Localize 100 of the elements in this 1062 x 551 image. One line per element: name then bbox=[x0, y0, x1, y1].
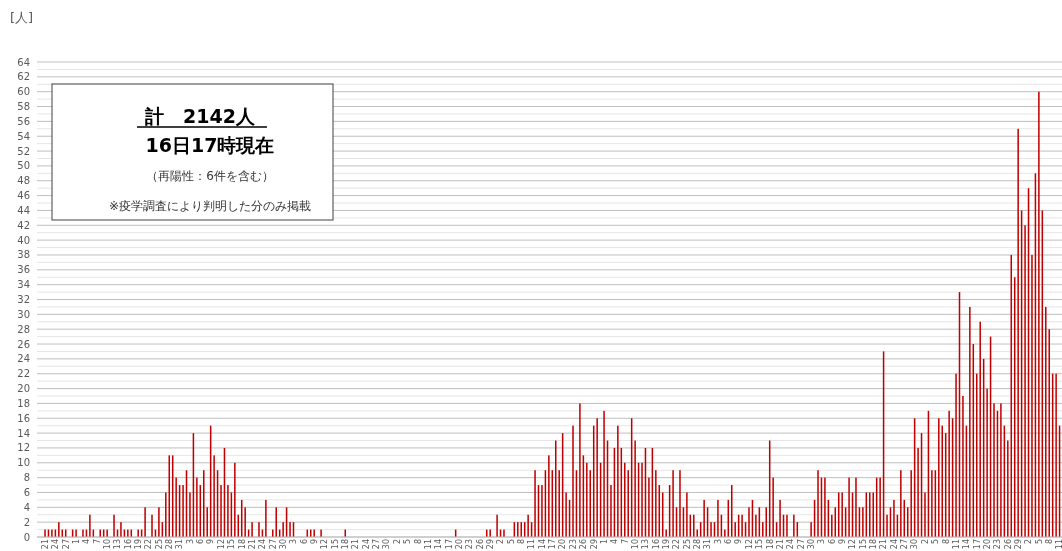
x-tick-label: 3 bbox=[185, 539, 195, 545]
y-tick-label: 4 bbox=[23, 501, 30, 513]
x-tick-label: 29 bbox=[589, 539, 599, 550]
y-tick-label: 28 bbox=[17, 323, 30, 335]
y-tick-label: 22 bbox=[17, 368, 30, 380]
x-tick-label: 12 bbox=[848, 539, 858, 550]
x-tick-label: 27 bbox=[268, 539, 278, 550]
x-tick-label: 8 bbox=[413, 539, 423, 545]
x-tick-label: 10 bbox=[630, 539, 640, 550]
x-tick-label: 2 bbox=[392, 539, 402, 545]
x-tick-label: 9 bbox=[734, 539, 744, 545]
x-tick-label: 21 bbox=[879, 539, 889, 550]
x-tick-label: 11 bbox=[527, 539, 537, 550]
x-tick-label: 17 bbox=[444, 539, 454, 550]
x-tick-label: 30 bbox=[806, 539, 816, 550]
y-tick-label: 24 bbox=[17, 353, 30, 365]
y-tick-label: 44 bbox=[17, 204, 30, 216]
x-tick-label: 22 bbox=[672, 539, 682, 550]
x-tick-label: 21 bbox=[247, 539, 257, 550]
x-tick-label: 2 bbox=[920, 539, 930, 545]
x-tick-label: 22 bbox=[144, 539, 154, 550]
x-tick-label: 27 bbox=[61, 539, 71, 550]
x-tick-label: 20 bbox=[558, 539, 568, 550]
annotation: ※疫学調査により判明した分のみ掲載 bbox=[108, 199, 312, 213]
x-tick-label: 20 bbox=[454, 539, 464, 550]
y-tick-label: 38 bbox=[17, 249, 30, 261]
x-tick-label: 21 bbox=[40, 539, 50, 550]
y-tick-label: 58 bbox=[17, 101, 30, 113]
x-tick-label: 5 bbox=[403, 539, 413, 545]
x-tick-label: 7 bbox=[620, 539, 630, 545]
x-tick-label: 5 bbox=[931, 539, 941, 545]
x-tick-label: 12 bbox=[320, 539, 330, 550]
x-tick-label: 17 bbox=[972, 539, 982, 550]
x-tick-label: 24 bbox=[361, 539, 371, 550]
x-tick-label: 4 bbox=[610, 539, 620, 545]
y-tick-label: 32 bbox=[17, 294, 30, 305]
x-tick-label: 14 bbox=[537, 539, 547, 550]
x-tick-label: 4 bbox=[82, 539, 92, 545]
x-tick-label: 20 bbox=[982, 539, 992, 550]
x-tick-label: 11 bbox=[951, 539, 961, 550]
x-tick-label: 28 bbox=[693, 539, 703, 550]
x-tick-label: 14 bbox=[962, 539, 972, 550]
x-tick-label: 15 bbox=[858, 539, 868, 550]
x-tick-label: 24 bbox=[889, 539, 899, 550]
x-tick-label: 3 bbox=[713, 539, 723, 545]
x-tick-label: 24 bbox=[51, 539, 61, 550]
x-tick-label: 24 bbox=[786, 539, 796, 550]
x-tick-label: 17 bbox=[548, 539, 558, 550]
x-tick-label: 8 bbox=[517, 539, 527, 545]
x-tick-label: 2 bbox=[496, 539, 506, 545]
x-tick-label: 11 bbox=[1055, 539, 1062, 550]
y-tick-label: 2 bbox=[23, 516, 30, 528]
x-tick-label: 16 bbox=[651, 539, 661, 550]
x-tick-label: 15 bbox=[227, 539, 237, 550]
x-tick-label: 9 bbox=[206, 539, 216, 545]
y-tick-label: 52 bbox=[17, 145, 30, 157]
y-tick-label: 48 bbox=[17, 175, 30, 187]
x-tick-label: 12 bbox=[216, 539, 226, 550]
x-tick-label: 23 bbox=[993, 539, 1003, 550]
x-tick-label: 2 bbox=[1024, 539, 1034, 545]
y-tick-label: 20 bbox=[17, 383, 30, 395]
x-tick-label: 3 bbox=[817, 539, 827, 545]
y-tick-label: 10 bbox=[17, 457, 30, 469]
y-tick-label: 62 bbox=[17, 71, 30, 83]
x-tick-label: 8 bbox=[1045, 539, 1055, 545]
x-tick-label: 30 bbox=[278, 539, 288, 550]
x-tick-label: 26 bbox=[475, 539, 485, 550]
x-tick-label: 5 bbox=[1034, 539, 1044, 545]
y-tick-label: 12 bbox=[17, 442, 30, 454]
x-tick-label: 29 bbox=[1013, 539, 1023, 550]
x-tick-label: 23 bbox=[465, 539, 475, 550]
x-tick-label: 8 bbox=[941, 539, 951, 545]
y-tick-label: 40 bbox=[17, 234, 30, 246]
x-tick-label: 29 bbox=[485, 539, 495, 550]
x-tick-label: 30 bbox=[382, 539, 392, 550]
x-tick-label: 18 bbox=[237, 539, 247, 550]
y-tick-label: 42 bbox=[17, 219, 30, 231]
x-tick-label: 19 bbox=[134, 539, 143, 550]
x-tick-label: 6 bbox=[724, 539, 734, 545]
x-tick-label: 30 bbox=[910, 539, 920, 550]
x-tick-label: 26 bbox=[579, 539, 589, 550]
x-tick-label: 25 bbox=[682, 539, 692, 550]
y-tick-label: 54 bbox=[17, 130, 30, 142]
y-tick-label: 30 bbox=[17, 308, 30, 320]
x-tick-label: 31 bbox=[703, 539, 713, 550]
x-tick-label: 6 bbox=[299, 539, 309, 545]
x-tick-label: 13 bbox=[641, 539, 651, 550]
x-tick-label: 6 bbox=[827, 539, 837, 545]
y-tick-label: 14 bbox=[17, 427, 30, 439]
x-tick-label: 9 bbox=[837, 539, 847, 545]
x-tick-label: 27 bbox=[372, 539, 382, 550]
x-tick-label: 12 bbox=[744, 539, 754, 550]
annotation: 計 2142人 bbox=[144, 105, 256, 127]
x-tick-label: 18 bbox=[341, 539, 351, 550]
y-axis-title: [人] bbox=[10, 10, 34, 25]
x-tick-label: 26 bbox=[1003, 539, 1013, 550]
y-tick-label: 6 bbox=[23, 486, 30, 498]
x-tick-label: 25 bbox=[154, 539, 164, 550]
y-tick-label: 50 bbox=[17, 160, 30, 172]
x-tick-label: 15 bbox=[330, 539, 340, 550]
